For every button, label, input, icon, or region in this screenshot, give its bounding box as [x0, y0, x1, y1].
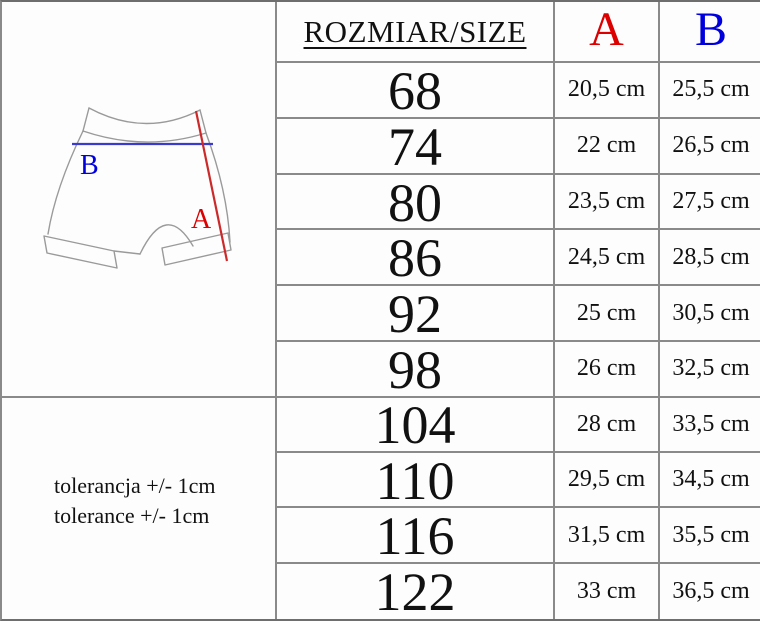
- size-table: ROZMIAR/SIZE A B 68 20,5 cm 25,5 cm 74 2…: [277, 2, 760, 619]
- measurement-b-cell: 26,5 cm: [660, 119, 760, 175]
- measurement-b-cell: 34,5 cm: [660, 453, 760, 509]
- measurement-b-cell: 25,5 cm: [660, 63, 760, 119]
- size-cell: 80: [277, 174, 555, 231]
- header-column-b: B: [660, 2, 760, 63]
- size-cell: 104: [277, 397, 555, 454]
- waistband-bottom-line: [82, 130, 207, 143]
- left-column: B A tolerancja +/- 1cm tolerance +/- 1cm: [2, 2, 277, 619]
- header-size-label: ROZMIAR/SIZE: [303, 13, 527, 49]
- measurement-b-cell: 33,5 cm: [660, 398, 760, 454]
- diagram-label-b: B: [80, 150, 99, 181]
- measurement-a-cell: 22 cm: [555, 118, 660, 175]
- measurement-b-cell: 32,5 cm: [660, 342, 760, 398]
- measurement-a-cell: 33 cm: [555, 563, 660, 619]
- left-leg-cuff: [43, 235, 118, 269]
- measurement-a-cell: 31,5 cm: [555, 508, 660, 564]
- size-cell: 116: [277, 508, 555, 564]
- tolerance-line-pl: tolerancja +/- 1cm: [54, 473, 216, 499]
- measurement-b-cell: 36,5 cm: [672, 577, 750, 604]
- measurement-b-cell: 28,5 cm: [660, 230, 760, 287]
- size-cell: 98: [277, 341, 555, 398]
- measurement-a-cell: 29,5 cm: [555, 453, 660, 509]
- shorts-diagram: B A: [2, 2, 275, 398]
- right-leg-cuff: [161, 232, 232, 266]
- measurement-a-cell: 24,5 cm: [555, 230, 660, 287]
- left-leg-hem: [113, 250, 141, 255]
- crotch-curve: [139, 224, 194, 255]
- size-cell: 110: [277, 453, 555, 509]
- diagram-label-a: A: [191, 204, 212, 235]
- shorts-sketch-image: B A: [43, 107, 232, 269]
- measurement-a-cell: 25 cm: [555, 286, 660, 342]
- waistband-right-edge: [199, 109, 207, 134]
- size-cell: 86: [277, 230, 555, 287]
- tolerance-line-en: tolerance +/- 1cm: [54, 503, 210, 529]
- measure-a-line: [194, 110, 229, 262]
- waistband-left-edge: [82, 107, 90, 132]
- size-cell: 92: [277, 286, 555, 342]
- size-cell: 74: [277, 118, 555, 175]
- header-size-column: ROZMIAR/SIZE: [277, 2, 555, 63]
- measurement-a-cell: 23,5 cm: [555, 174, 660, 231]
- measurement-a-cell: 26 cm: [555, 341, 660, 398]
- measurement-b-cell: 27,5 cm: [660, 175, 760, 231]
- header-column-a: A: [555, 2, 660, 63]
- waistband-top-line: [88, 107, 201, 125]
- measurement-b-cell: 35,5 cm: [660, 508, 760, 564]
- measurement-b-cell: 30,5 cm: [660, 286, 760, 342]
- left-side-seam: [47, 130, 84, 235]
- measurement-a-cell: 20,5 cm: [555, 63, 660, 119]
- measurement-a-cell: 28 cm: [555, 397, 660, 454]
- size-cell: 122: [277, 563, 555, 619]
- tolerance-note: tolerancja +/- 1cm tolerance +/- 1cm: [2, 398, 275, 619]
- size-cell: 68: [277, 63, 555, 119]
